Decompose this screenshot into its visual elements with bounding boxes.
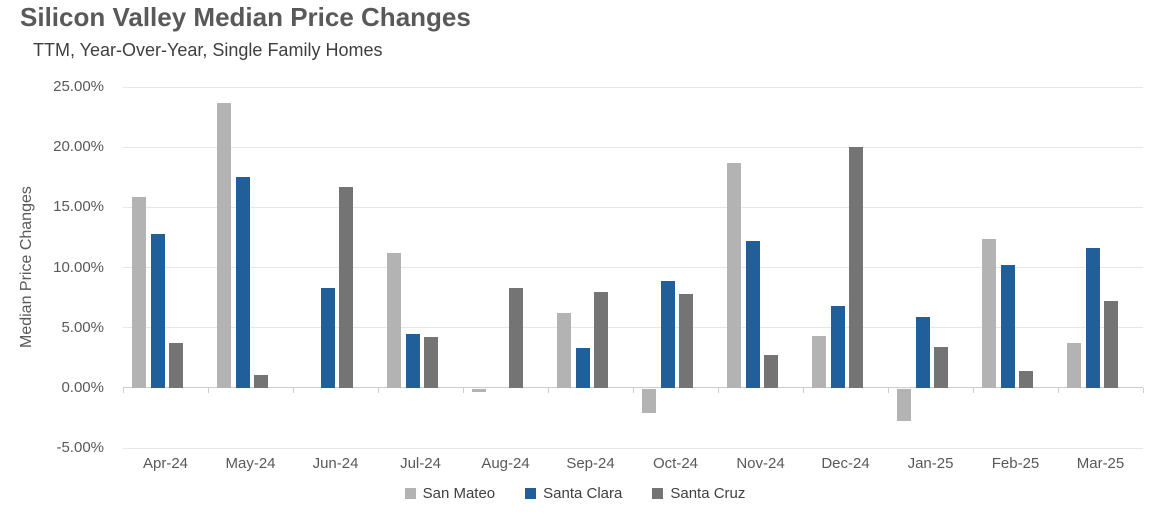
axis-tickmark (463, 387, 464, 393)
x-tick-label: Nov-24 (736, 455, 785, 472)
bar-santa-cruz-feb-25 (1019, 370, 1033, 388)
legend-label: San Mateo (422, 485, 496, 502)
bar-santa-clara-dec-24 (830, 306, 845, 388)
x-tick-label: May-24 (225, 455, 276, 472)
gridline (123, 206, 1143, 208)
bar-santa-cruz-mar-25 (1104, 301, 1118, 388)
x-tick-label: Jul-24 (400, 455, 441, 472)
chart-subtitle: TTM, Year-Over-Year, Single Family Homes (33, 40, 383, 60)
x-tick-label: Apr-24 (142, 455, 189, 472)
bar-santa-cruz-dec-24 (849, 147, 863, 388)
x-tick-label: Jun-24 (312, 455, 359, 472)
bar-san-mateo-apr-24 (132, 196, 146, 388)
y-tick-label: 0.00% (61, 378, 104, 396)
x-tick-label: Mar-25 (1076, 455, 1125, 472)
y-tick-label: 10.00% (53, 258, 104, 276)
y-tick-label: -5.00% (56, 439, 104, 456)
legend-swatch-icon (652, 488, 664, 499)
axis-tickmark (1058, 387, 1059, 393)
bar-santa-cruz-aug-24 (509, 287, 523, 388)
axis-tickmark (888, 387, 889, 393)
bar-san-mateo-feb-25 (982, 238, 996, 388)
axis-tickmark (1143, 387, 1144, 393)
legend-item-santa-clara: Santa Clara (525, 485, 622, 502)
bar-santa-cruz-nov-24 (764, 355, 778, 388)
legend-label: Santa Cruz (670, 485, 746, 502)
bar-san-mateo-aug-24 (472, 388, 486, 393)
axis-tickmark (803, 387, 804, 393)
axis-tickmark (378, 387, 379, 393)
bar-san-mateo-may-24 (217, 102, 231, 388)
bar-santa-clara-jan-25 (915, 316, 930, 388)
bar-santa-cruz-apr-24 (169, 343, 183, 388)
axis-tickmark (208, 387, 209, 393)
x-tick-label: Dec-24 (821, 455, 870, 472)
bar-santa-cruz-jan-25 (934, 346, 948, 388)
y-tick-label: 20.00% (53, 138, 104, 156)
bar-santa-clara-may-24 (235, 177, 250, 388)
bar-san-mateo-sep-24 (557, 313, 571, 388)
x-tick-label: Oct-24 (652, 455, 698, 472)
gridline (123, 267, 1143, 268)
axis-tickmark (633, 387, 634, 393)
bar-santa-clara-feb-25 (1000, 265, 1015, 388)
axis-tickmark (293, 387, 294, 393)
bar-santa-clara-jul-24 (405, 333, 420, 388)
bar-san-mateo-jan-25 (897, 388, 911, 422)
bar-san-mateo-dec-24 (812, 336, 826, 388)
bar-san-mateo-jul-24 (387, 253, 401, 388)
bar-santa-clara-oct-24 (660, 280, 675, 388)
bar-santa-clara-jun-24 (320, 287, 335, 388)
x-tick-label: Jan-25 (907, 455, 954, 472)
bar-san-mateo-oct-24 (642, 388, 656, 413)
legend-swatch-icon (525, 488, 537, 499)
plot-area (123, 86, 1144, 449)
bar-santa-cruz-jun-24 (339, 186, 353, 388)
bar-santa-cruz-may-24 (254, 374, 268, 388)
bar-santa-clara-sep-24 (575, 348, 590, 388)
bar-santa-cruz-jul-24 (424, 337, 438, 388)
legend-swatch-icon (404, 488, 416, 499)
legend-item-san-mateo: San Mateo (404, 485, 496, 502)
chart-title: Silicon Valley Median Price Changes (20, 2, 471, 32)
axis-tickmark (973, 387, 974, 393)
bar-santa-cruz-sep-24 (594, 291, 608, 388)
gridline (123, 327, 1143, 329)
x-tick-label: Feb-25 (991, 455, 1040, 472)
bar-santa-cruz-oct-24 (679, 293, 693, 388)
bar-san-mateo-nov-24 (727, 162, 741, 388)
gridline (123, 447, 1143, 449)
axis-tickmark (718, 387, 719, 393)
bar-san-mateo-mar-25 (1067, 343, 1081, 388)
y-tick-label: 25.00% (53, 78, 104, 95)
axis-tickmark (548, 387, 549, 393)
legend: San Mateo Santa Clara Santa Cruz (0, 485, 1150, 502)
y-tick-label: 5.00% (61, 318, 104, 336)
bar-santa-clara-nov-24 (745, 241, 760, 388)
gridline (123, 146, 1143, 148)
axis-tickmark (123, 387, 124, 393)
gridline (123, 86, 1143, 88)
bar-santa-clara-apr-24 (150, 233, 165, 388)
x-tick-label: Sep-24 (566, 455, 615, 472)
legend-item-santa-cruz: Santa Cruz (652, 485, 745, 502)
y-tick-label: 15.00% (53, 198, 104, 216)
legend-label: Santa Clara (543, 485, 623, 502)
x-tick-label: Aug-24 (481, 455, 530, 472)
bar-santa-clara-mar-25 (1085, 248, 1100, 388)
